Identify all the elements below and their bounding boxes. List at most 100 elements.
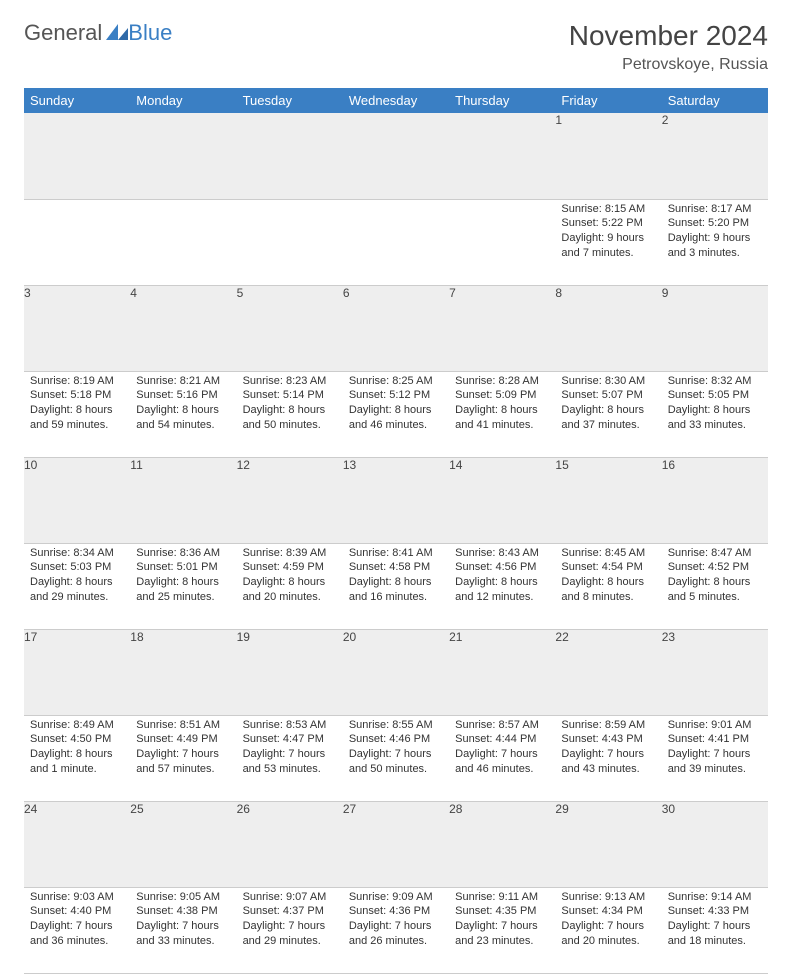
day-number: 18 xyxy=(130,629,236,715)
sunset-line: Sunset: 4:37 PM xyxy=(243,904,337,919)
day-number: 28 xyxy=(449,801,555,887)
sunset-line: Sunset: 4:46 PM xyxy=(349,732,443,747)
sunrise-line: Sunrise: 9:13 AM xyxy=(561,890,655,905)
day-details: Sunrise: 8:25 AMSunset: 5:12 PMDaylight:… xyxy=(343,372,449,439)
day-details: Sunrise: 8:55 AMSunset: 4:46 PMDaylight:… xyxy=(343,716,449,783)
day-number xyxy=(24,113,130,199)
daylight-line: Daylight: 7 hours and 29 minutes. xyxy=(243,919,337,949)
day-number: 16 xyxy=(662,457,768,543)
day-number xyxy=(449,113,555,199)
sunrise-line: Sunrise: 8:36 AM xyxy=(136,546,230,561)
day-cell: Sunrise: 8:49 AMSunset: 4:50 PMDaylight:… xyxy=(24,715,130,801)
week-row: Sunrise: 8:34 AMSunset: 5:03 PMDaylight:… xyxy=(24,543,768,629)
weekday-header: Sunday xyxy=(24,88,130,113)
weekday-header: Saturday xyxy=(662,88,768,113)
day-cell: Sunrise: 8:41 AMSunset: 4:58 PMDaylight:… xyxy=(343,543,449,629)
day-number: 2 xyxy=(662,113,768,199)
day-cell: Sunrise: 9:09 AMSunset: 4:36 PMDaylight:… xyxy=(343,887,449,973)
sunrise-line: Sunrise: 9:14 AM xyxy=(668,890,762,905)
daylight-line: Daylight: 7 hours and 33 minutes. xyxy=(136,919,230,949)
logo-text-blue: Blue xyxy=(128,20,172,46)
day-cell: Sunrise: 9:11 AMSunset: 4:35 PMDaylight:… xyxy=(449,887,555,973)
sunset-line: Sunset: 4:44 PM xyxy=(455,732,549,747)
day-cell: Sunrise: 9:07 AMSunset: 4:37 PMDaylight:… xyxy=(237,887,343,973)
sunrise-line: Sunrise: 8:23 AM xyxy=(243,374,337,389)
sunrise-line: Sunrise: 9:09 AM xyxy=(349,890,443,905)
daylight-line: Daylight: 8 hours and 41 minutes. xyxy=(455,403,549,433)
sunrise-line: Sunrise: 8:30 AM xyxy=(561,374,655,389)
day-cell: Sunrise: 8:21 AMSunset: 5:16 PMDaylight:… xyxy=(130,371,236,457)
daylight-line: Daylight: 8 hours and 20 minutes. xyxy=(243,575,337,605)
day-details: Sunrise: 8:41 AMSunset: 4:58 PMDaylight:… xyxy=(343,544,449,611)
week-row: Sunrise: 8:15 AMSunset: 5:22 PMDaylight:… xyxy=(24,199,768,285)
sunrise-line: Sunrise: 8:53 AM xyxy=(243,718,337,733)
day-number xyxy=(130,113,236,199)
day-details: Sunrise: 9:09 AMSunset: 4:36 PMDaylight:… xyxy=(343,888,449,955)
daylight-line: Daylight: 7 hours and 43 minutes. xyxy=(561,747,655,777)
weekday-header: Tuesday xyxy=(237,88,343,113)
sunset-line: Sunset: 4:58 PM xyxy=(349,560,443,575)
sunset-line: Sunset: 5:03 PM xyxy=(30,560,124,575)
day-cell: Sunrise: 8:59 AMSunset: 4:43 PMDaylight:… xyxy=(555,715,661,801)
sunrise-line: Sunrise: 8:19 AM xyxy=(30,374,124,389)
title-block: November 2024 Petrovskoye, Russia xyxy=(569,20,768,74)
day-cell: Sunrise: 8:57 AMSunset: 4:44 PMDaylight:… xyxy=(449,715,555,801)
daynum-row: 3456789 xyxy=(24,285,768,371)
day-details: Sunrise: 8:30 AMSunset: 5:07 PMDaylight:… xyxy=(555,372,661,439)
daylight-line: Daylight: 8 hours and 33 minutes. xyxy=(668,403,762,433)
day-details: Sunrise: 9:13 AMSunset: 4:34 PMDaylight:… xyxy=(555,888,661,955)
day-cell: Sunrise: 9:01 AMSunset: 4:41 PMDaylight:… xyxy=(662,715,768,801)
day-number: 12 xyxy=(237,457,343,543)
day-cell: Sunrise: 8:47 AMSunset: 4:52 PMDaylight:… xyxy=(662,543,768,629)
sunrise-line: Sunrise: 8:28 AM xyxy=(455,374,549,389)
daynum-row: 10111213141516 xyxy=(24,457,768,543)
day-cell: Sunrise: 9:13 AMSunset: 4:34 PMDaylight:… xyxy=(555,887,661,973)
daynum-row: 12 xyxy=(24,113,768,199)
day-number: 9 xyxy=(662,285,768,371)
logo-text-general: General xyxy=(24,20,102,46)
day-details: Sunrise: 9:07 AMSunset: 4:37 PMDaylight:… xyxy=(237,888,343,955)
day-details: Sunrise: 8:49 AMSunset: 4:50 PMDaylight:… xyxy=(24,716,130,783)
day-details: Sunrise: 9:11 AMSunset: 4:35 PMDaylight:… xyxy=(449,888,555,955)
day-details: Sunrise: 8:45 AMSunset: 4:54 PMDaylight:… xyxy=(555,544,661,611)
sunset-line: Sunset: 5:01 PM xyxy=(136,560,230,575)
month-title: November 2024 xyxy=(569,20,768,52)
sunset-line: Sunset: 5:12 PM xyxy=(349,388,443,403)
daylight-line: Daylight: 8 hours and 16 minutes. xyxy=(349,575,443,605)
sunrise-line: Sunrise: 8:21 AM xyxy=(136,374,230,389)
sunrise-line: Sunrise: 9:11 AM xyxy=(455,890,549,905)
sunrise-line: Sunrise: 8:45 AM xyxy=(561,546,655,561)
daylight-line: Daylight: 8 hours and 54 minutes. xyxy=(136,403,230,433)
day-details: Sunrise: 8:15 AMSunset: 5:22 PMDaylight:… xyxy=(555,200,661,267)
day-number: 26 xyxy=(237,801,343,887)
day-cell xyxy=(237,199,343,285)
daylight-line: Daylight: 7 hours and 20 minutes. xyxy=(561,919,655,949)
day-number: 23 xyxy=(662,629,768,715)
sunset-line: Sunset: 4:54 PM xyxy=(561,560,655,575)
day-details: Sunrise: 8:43 AMSunset: 4:56 PMDaylight:… xyxy=(449,544,555,611)
day-number: 7 xyxy=(449,285,555,371)
day-cell: Sunrise: 9:03 AMSunset: 4:40 PMDaylight:… xyxy=(24,887,130,973)
day-number: 30 xyxy=(662,801,768,887)
sunrise-line: Sunrise: 8:57 AM xyxy=(455,718,549,733)
day-number: 15 xyxy=(555,457,661,543)
sunset-line: Sunset: 5:07 PM xyxy=(561,388,655,403)
day-number: 29 xyxy=(555,801,661,887)
sunset-line: Sunset: 4:49 PM xyxy=(136,732,230,747)
sunset-line: Sunset: 4:40 PM xyxy=(30,904,124,919)
day-cell: Sunrise: 8:23 AMSunset: 5:14 PMDaylight:… xyxy=(237,371,343,457)
daylight-line: Daylight: 7 hours and 53 minutes. xyxy=(243,747,337,777)
sunset-line: Sunset: 5:09 PM xyxy=(455,388,549,403)
sunset-line: Sunset: 4:50 PM xyxy=(30,732,124,747)
daylight-line: Daylight: 9 hours and 3 minutes. xyxy=(668,231,762,261)
sunset-line: Sunset: 5:14 PM xyxy=(243,388,337,403)
day-number: 10 xyxy=(24,457,130,543)
day-cell xyxy=(343,199,449,285)
daylight-line: Daylight: 7 hours and 39 minutes. xyxy=(668,747,762,777)
weekday-header: Friday xyxy=(555,88,661,113)
calendar-table: SundayMondayTuesdayWednesdayThursdayFrid… xyxy=(24,88,768,974)
sunrise-line: Sunrise: 9:05 AM xyxy=(136,890,230,905)
day-details: Sunrise: 9:03 AMSunset: 4:40 PMDaylight:… xyxy=(24,888,130,955)
daylight-line: Daylight: 8 hours and 25 minutes. xyxy=(136,575,230,605)
sunset-line: Sunset: 4:38 PM xyxy=(136,904,230,919)
